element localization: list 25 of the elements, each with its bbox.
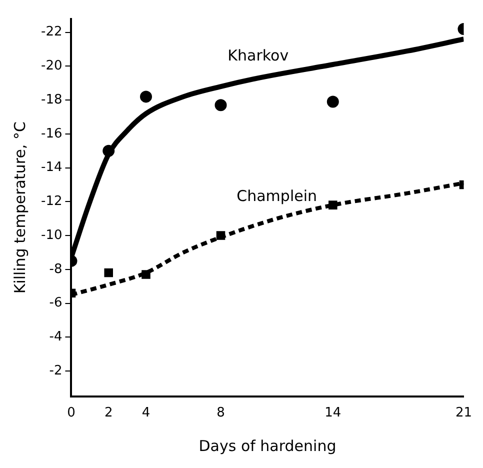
y-tick-label: -2 bbox=[49, 363, 62, 378]
y-tick-label: -18 bbox=[41, 92, 62, 108]
x-tick-label: 21 bbox=[455, 406, 472, 421]
x-tick-label: 14 bbox=[324, 406, 342, 421]
point bbox=[214, 99, 227, 112]
y-tick-label: -10 bbox=[41, 228, 62, 243]
y-tick-label: -12 bbox=[41, 194, 62, 210]
x-axis-title: Days of hardening bbox=[198, 436, 336, 455]
x-tick-label: 2 bbox=[104, 406, 113, 421]
y-tick-label: -14 bbox=[41, 160, 62, 176]
y-tick-label: -6 bbox=[49, 296, 62, 311]
point bbox=[326, 96, 339, 108]
point bbox=[140, 90, 152, 103]
y-tick-label: -20 bbox=[41, 58, 62, 74]
y-axis-title: Killing temperature, °C bbox=[10, 122, 29, 294]
y-tick-label: -8 bbox=[49, 262, 62, 277]
series-label: Kharkov bbox=[228, 46, 289, 64]
point bbox=[104, 268, 114, 278]
y-tick-label: -22 bbox=[41, 24, 62, 40]
y-tick-label: -4 bbox=[49, 330, 62, 345]
series-label: Champlein bbox=[236, 186, 318, 205]
x-tick-label: 0 bbox=[67, 406, 76, 421]
x-tick-label: 8 bbox=[216, 406, 225, 421]
y-tick-label: -16 bbox=[41, 126, 62, 142]
x-tick-label: 4 bbox=[142, 406, 150, 421]
